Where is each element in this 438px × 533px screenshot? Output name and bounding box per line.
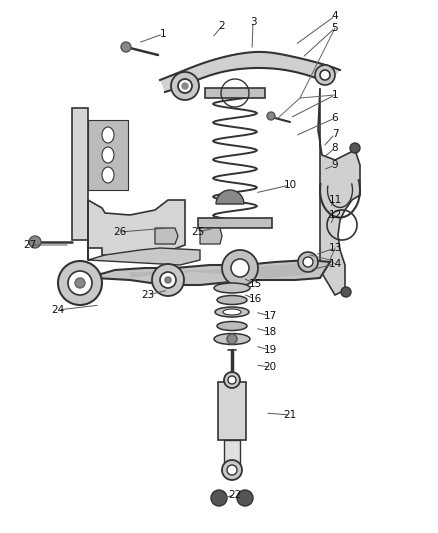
Circle shape bbox=[222, 250, 258, 286]
Ellipse shape bbox=[217, 321, 247, 330]
Circle shape bbox=[227, 334, 237, 344]
Text: 7: 7 bbox=[332, 129, 338, 139]
Circle shape bbox=[171, 72, 199, 100]
Polygon shape bbox=[318, 88, 360, 295]
Circle shape bbox=[211, 490, 227, 506]
Text: 2: 2 bbox=[219, 21, 225, 31]
Polygon shape bbox=[88, 120, 128, 190]
Text: 15: 15 bbox=[248, 279, 261, 289]
Circle shape bbox=[298, 252, 318, 272]
Text: 27: 27 bbox=[23, 240, 37, 250]
Circle shape bbox=[75, 278, 85, 288]
Text: 20: 20 bbox=[263, 362, 276, 372]
Text: 16: 16 bbox=[248, 294, 261, 304]
Text: 17: 17 bbox=[263, 311, 277, 321]
Circle shape bbox=[152, 264, 184, 296]
Ellipse shape bbox=[102, 147, 114, 163]
Circle shape bbox=[341, 287, 351, 297]
Circle shape bbox=[29, 236, 41, 248]
Text: 9: 9 bbox=[332, 160, 338, 170]
Circle shape bbox=[178, 79, 192, 93]
Polygon shape bbox=[72, 108, 185, 258]
Text: 21: 21 bbox=[283, 410, 297, 420]
Text: 22: 22 bbox=[228, 490, 242, 500]
Ellipse shape bbox=[102, 167, 114, 183]
Ellipse shape bbox=[214, 334, 250, 344]
Polygon shape bbox=[65, 260, 330, 290]
Polygon shape bbox=[155, 228, 178, 244]
Circle shape bbox=[303, 257, 313, 267]
Text: 25: 25 bbox=[191, 227, 205, 237]
Circle shape bbox=[224, 372, 240, 388]
Text: 1: 1 bbox=[332, 90, 338, 100]
Text: 13: 13 bbox=[328, 243, 342, 253]
Circle shape bbox=[227, 465, 237, 475]
Polygon shape bbox=[218, 382, 246, 440]
Text: 19: 19 bbox=[263, 345, 277, 355]
Text: 5: 5 bbox=[332, 23, 338, 33]
Circle shape bbox=[160, 272, 176, 288]
Circle shape bbox=[237, 490, 253, 506]
Polygon shape bbox=[88, 200, 200, 265]
Circle shape bbox=[228, 376, 236, 384]
Text: 24: 24 bbox=[51, 305, 65, 315]
Polygon shape bbox=[205, 88, 265, 98]
Text: 4: 4 bbox=[332, 11, 338, 21]
Text: 23: 23 bbox=[141, 290, 155, 300]
Polygon shape bbox=[200, 228, 222, 244]
Circle shape bbox=[315, 65, 335, 85]
Polygon shape bbox=[130, 262, 310, 278]
Circle shape bbox=[231, 259, 249, 277]
Circle shape bbox=[121, 42, 131, 52]
Text: 18: 18 bbox=[263, 327, 277, 337]
Ellipse shape bbox=[215, 307, 249, 317]
Ellipse shape bbox=[223, 309, 241, 315]
Circle shape bbox=[182, 83, 188, 89]
Polygon shape bbox=[198, 218, 272, 228]
Text: 14: 14 bbox=[328, 259, 342, 269]
Circle shape bbox=[68, 271, 92, 295]
Text: 1: 1 bbox=[160, 29, 166, 39]
Text: 8: 8 bbox=[332, 143, 338, 153]
Polygon shape bbox=[160, 52, 340, 92]
Text: 3: 3 bbox=[250, 17, 256, 27]
Ellipse shape bbox=[102, 127, 114, 143]
Text: 11: 11 bbox=[328, 195, 342, 205]
Text: 12: 12 bbox=[328, 210, 342, 220]
Polygon shape bbox=[224, 440, 240, 465]
Circle shape bbox=[58, 261, 102, 305]
Circle shape bbox=[267, 112, 275, 120]
Circle shape bbox=[350, 143, 360, 153]
Wedge shape bbox=[216, 190, 244, 204]
Circle shape bbox=[222, 460, 242, 480]
Circle shape bbox=[320, 70, 330, 80]
Ellipse shape bbox=[217, 295, 247, 304]
Text: 26: 26 bbox=[113, 227, 127, 237]
Text: 6: 6 bbox=[332, 113, 338, 123]
Circle shape bbox=[165, 277, 171, 283]
Ellipse shape bbox=[214, 283, 250, 293]
Text: 10: 10 bbox=[283, 180, 297, 190]
